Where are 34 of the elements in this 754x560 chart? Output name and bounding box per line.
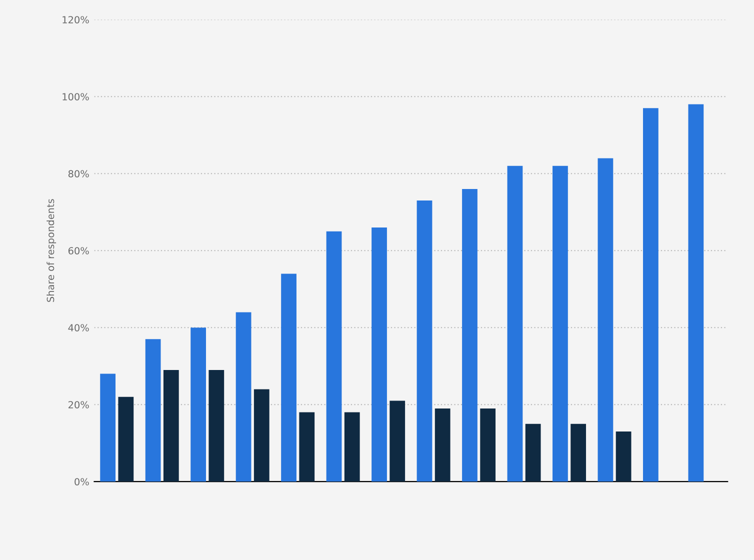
bar bbox=[100, 374, 116, 482]
bar bbox=[344, 412, 360, 482]
bar bbox=[480, 408, 496, 482]
bar bbox=[118, 396, 134, 482]
bar bbox=[688, 104, 704, 482]
bar bbox=[163, 370, 179, 482]
bar bbox=[254, 389, 270, 482]
y-tick-label: 120% bbox=[62, 16, 89, 24]
bar bbox=[570, 424, 586, 482]
y-tick-label: 40% bbox=[68, 324, 89, 332]
bar bbox=[462, 189, 478, 482]
bar bbox=[525, 424, 541, 482]
bar bbox=[390, 400, 406, 482]
y-tick-label: 20% bbox=[68, 401, 89, 408]
bar bbox=[281, 274, 296, 482]
bar bbox=[208, 370, 224, 482]
bar bbox=[416, 200, 432, 482]
bar bbox=[552, 166, 568, 482]
bar bbox=[507, 166, 523, 482]
bar bbox=[236, 312, 252, 482]
bar bbox=[616, 432, 632, 482]
bar bbox=[372, 228, 387, 482]
bar bbox=[643, 108, 658, 482]
y-tick-label: 0% bbox=[74, 478, 89, 486]
bar bbox=[190, 328, 206, 482]
bar bbox=[145, 339, 161, 482]
y-tick-label: 100% bbox=[62, 93, 89, 100]
y-tick-label: 80% bbox=[68, 170, 89, 178]
bar bbox=[434, 408, 450, 482]
bar bbox=[299, 412, 315, 482]
y-axis-title: Share of respondents bbox=[46, 199, 56, 302]
y-tick-label: 60% bbox=[68, 247, 89, 254]
bar bbox=[326, 231, 342, 482]
bar bbox=[598, 158, 614, 482]
